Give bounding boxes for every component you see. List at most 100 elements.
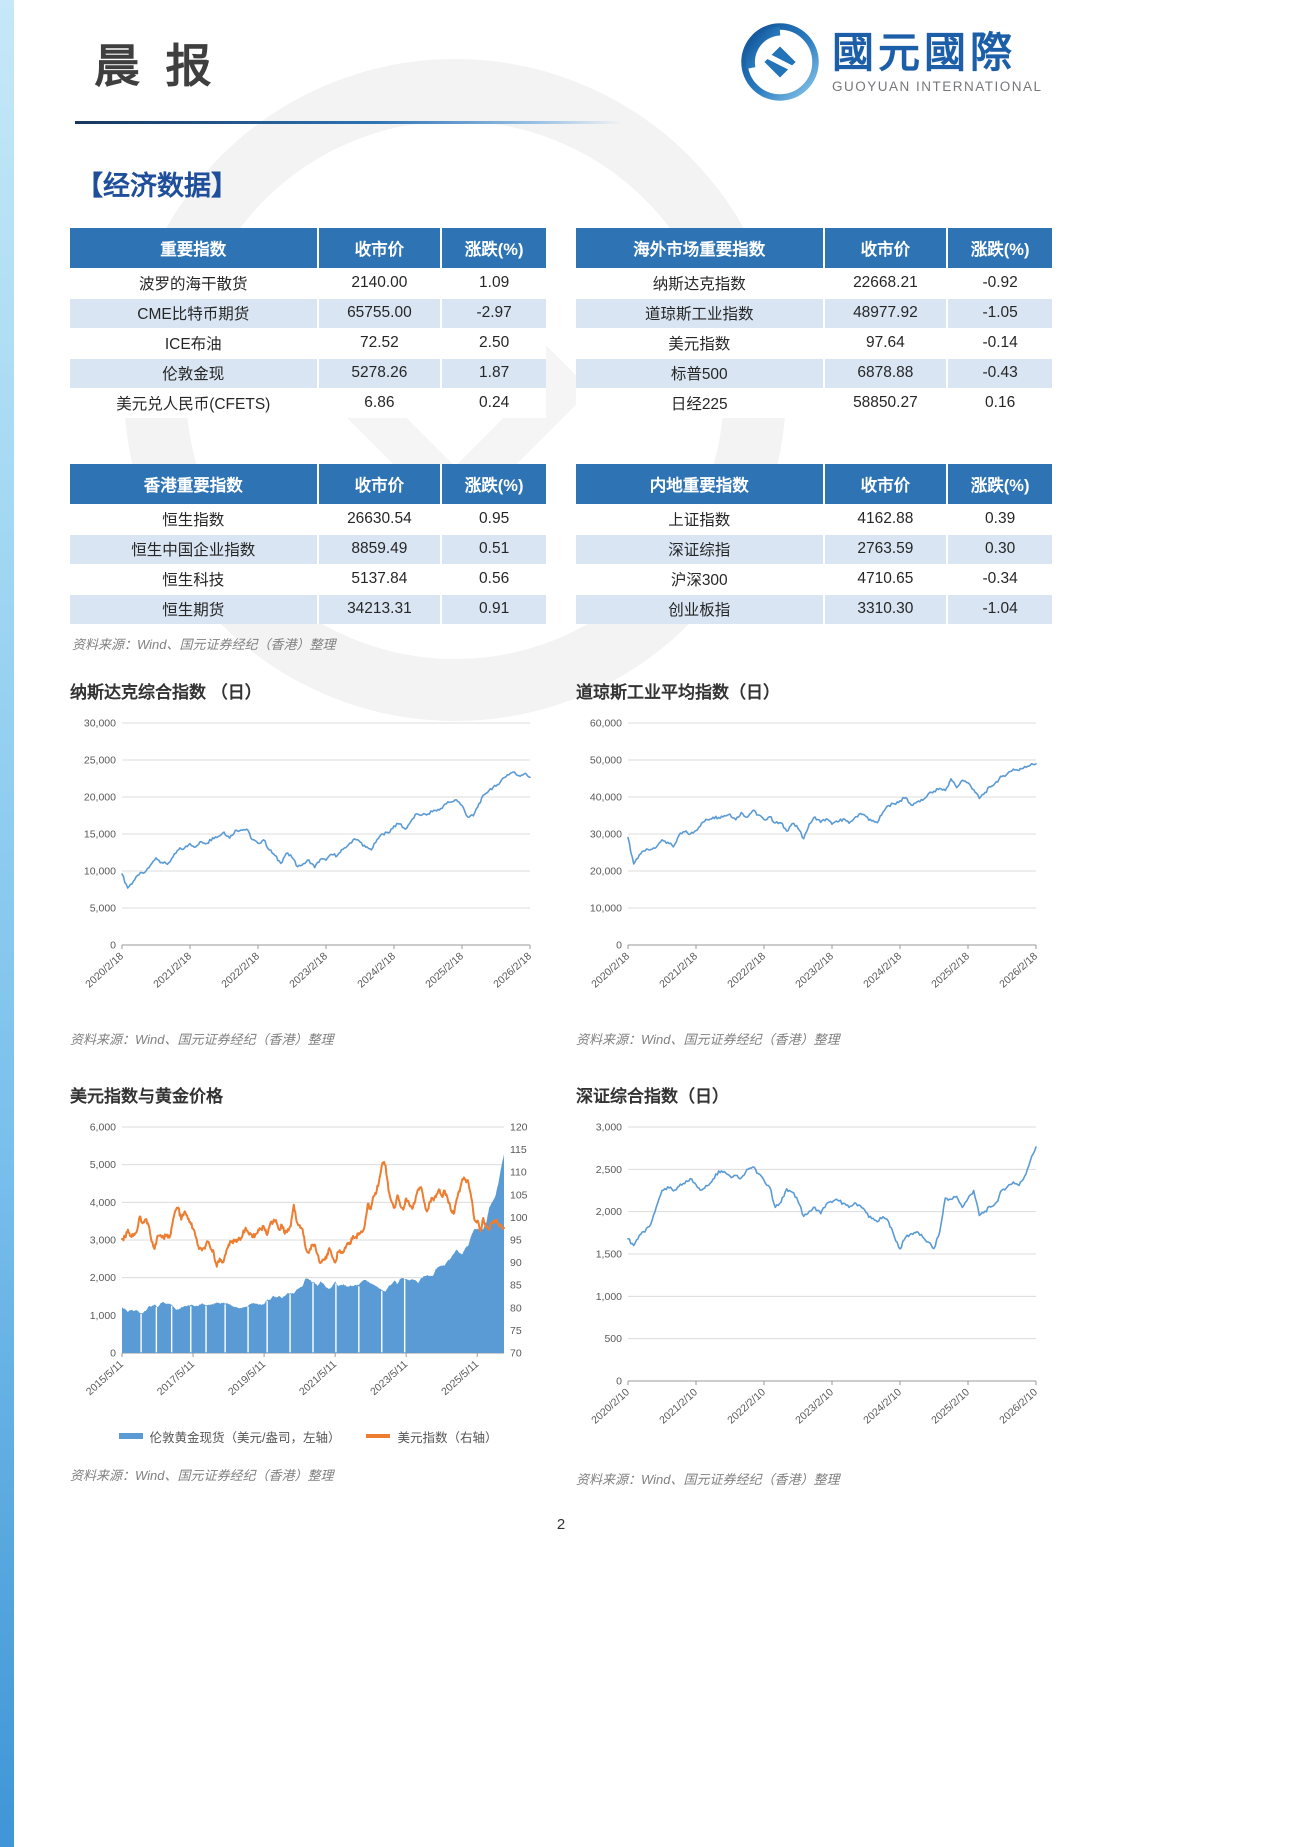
close-price: 4162.88 [822,503,948,534]
close-price: 48977.92 [822,297,948,328]
usd-series-swatch [366,1434,391,1438]
change-pct: 1.09 [440,267,546,298]
svg-text:15,000: 15,000 [84,829,116,841]
left-accent-bar [0,0,14,1847]
change-pct: -0.34 [946,563,1052,594]
svg-text:2021/2/18: 2021/2/18 [151,950,194,990]
svg-text:2021/2/10: 2021/2/10 [657,1386,700,1426]
table-row: 伦敦金现 5278.26 1.87 [70,357,546,388]
chart-source-note: 资料来源：Wind、国元证券经纪（香港）整理 [70,1032,334,1047]
svg-text:2024/2/10: 2024/2/10 [861,1386,904,1426]
svg-text:2021/2/18: 2021/2/18 [657,950,700,990]
chart-block-usd-gold: 美元指数与黄金价格 0 1,000 2,000 3,000 4,000 5,000 6,00… [70,1082,546,1488]
close-price: 2763.59 [822,533,948,564]
szse-composite-chart: 0 500 1,000 1,500 2,000 2,500 3,000 2020/2/10 20… [589,1122,1040,1427]
header-row: 海外市场重要指数 收市价 涨跌(%) [576,228,1052,268]
change-pct: -0.43 [946,357,1052,388]
table-row: 道琼斯工业指数 48977.92 -1.05 [576,297,1052,328]
column-header: 收市价 [316,464,442,504]
change-pct: -0.14 [946,327,1052,358]
close-price: 3310.30 [822,593,948,624]
chart-title-usd-gold: 美元指数与黄金价格 [70,1087,223,1106]
svg-text:2021/5/11: 2021/5/11 [297,1358,339,1398]
chart-block-dow: 道琼斯工业平均指数（日） 0 10,000 20,000 30,000 40,000 50… [576,678,1052,1048]
svg-text:2023/2/18: 2023/2/18 [287,950,330,990]
svg-text:2,500: 2,500 [596,1164,622,1176]
index-name: 美元指数 [576,327,824,358]
dow-jones-industrial-line-series [627,762,1037,865]
change-pct: 0.24 [440,387,546,418]
svg-text:3,000: 3,000 [596,1122,622,1134]
usd-gold-legend: 伦敦黄金现货（美元/盎司，左轴） 美元指数（右轴） [70,1425,546,1447]
table-row: 标普500 6878.88 -0.43 [576,357,1052,388]
header-row: 重要指数 收市价 涨跌(%) [70,228,546,268]
close-price: 97.64 [822,327,948,358]
svg-text:2022/2/10: 2022/2/10 [725,1386,768,1426]
svg-text:95: 95 [510,1235,522,1247]
index-name: 波罗的海干散货 [70,267,318,298]
index-name: 深证综指 [576,533,824,564]
chart-title-dow: 道琼斯工业平均指数（日） [576,683,780,702]
svg-text:2020/2/18: 2020/2/18 [83,950,126,990]
chart-block-szse: 深证综合指数（日） 0 500 1,000 1,500 2,000 2,500 3,000 2… [576,1082,1052,1488]
column-header: 重要指数 [70,228,318,268]
mainland-key-indices-table: 内地重要指数 收市价 涨跌(%) 上证指数 4162.88 0.39 深证综指 2763.59… [576,464,1052,624]
column-header: 涨跌(%) [946,464,1052,504]
index-name: 恒生中国企业指数 [70,533,318,564]
svg-text:2,000: 2,000 [90,1272,116,1284]
close-price: 26630.54 [316,503,442,534]
svg-text:0: 0 [110,1348,116,1360]
table-row: CME比特币期货 65755.00 -2.97 [70,297,546,328]
svg-text:20,000: 20,000 [590,866,622,878]
svg-text:2024/2/18: 2024/2/18 [355,950,398,990]
svg-text:10,000: 10,000 [84,866,116,878]
chart-title-szse: 深证综合指数（日） [576,1087,729,1106]
table-row: ICE布油 72.52 2.50 [70,327,546,358]
close-price: 65755.00 [316,297,442,328]
svg-text:120: 120 [510,1122,528,1134]
legend-item: 美元指数（右轴） [366,1427,498,1446]
column-header: 收市价 [822,464,948,504]
table-row: 恒生科技 5137.84 0.56 [70,563,546,594]
svg-text:2025/2/18: 2025/2/18 [929,950,972,990]
svg-text:2017/5/11: 2017/5/11 [155,1358,197,1398]
index-name: ICE布油 [70,327,318,358]
svg-text:80: 80 [510,1302,522,1314]
chart-source-note: 资料来源：Wind、国元证券经纪（香港）整理 [576,1032,840,1047]
column-header: 涨跌(%) [440,464,546,504]
svg-text:90: 90 [510,1257,522,1269]
column-header: 内地重要指数 [576,464,824,504]
svg-text:2,000: 2,000 [596,1206,622,1218]
close-price: 4710.65 [822,563,948,594]
index-name: 日经225 [576,387,824,418]
svg-text:2015/5/11: 2015/5/11 [84,1358,126,1398]
table-row: 美元兑人民币(CFETS) 6.86 0.24 [70,387,546,418]
close-price: 58850.27 [822,387,948,418]
table-row: 深证综指 2763.59 0.30 [576,533,1052,564]
page-title: 晨 报 [94,40,212,92]
svg-text:2022/2/18: 2022/2/18 [219,950,262,990]
change-pct: -0.92 [946,267,1052,298]
table-row: 上证指数 4162.88 0.39 [576,503,1052,534]
title-underline [75,121,623,124]
index-name: 纳斯达克指数 [576,267,824,298]
close-price: 2140.00 [316,267,442,298]
svg-text:105: 105 [510,1189,528,1201]
svg-text:2020/2/18: 2020/2/18 [589,950,632,990]
svg-text:2022/2/18: 2022/2/18 [725,950,768,990]
close-price: 8859.49 [316,533,442,564]
svg-text:2025/2/10: 2025/2/10 [929,1386,972,1426]
company-logo: 國元國際 GUOYUAN INTERNATIONAL [740,22,1043,102]
table-row: 美元指数 97.64 -0.14 [576,327,1052,358]
logo-name-en: GUOYUAN INTERNATIONAL [832,78,1043,94]
change-pct: 0.56 [440,563,546,594]
usd-index-and-gold-area-series [122,1154,504,1353]
svg-text:1,000: 1,000 [596,1291,622,1303]
column-header: 收市价 [316,228,442,268]
chart-source-note: 资料来源：Wind、国元证券经纪（香港）整理 [576,1472,840,1487]
close-price: 72.52 [316,327,442,358]
index-name: 伦敦金现 [70,357,318,388]
close-price: 5137.84 [316,563,442,594]
close-price: 6878.88 [822,357,948,388]
logo-text: 國元國際 GUOYUAN INTERNATIONAL [832,30,1043,94]
